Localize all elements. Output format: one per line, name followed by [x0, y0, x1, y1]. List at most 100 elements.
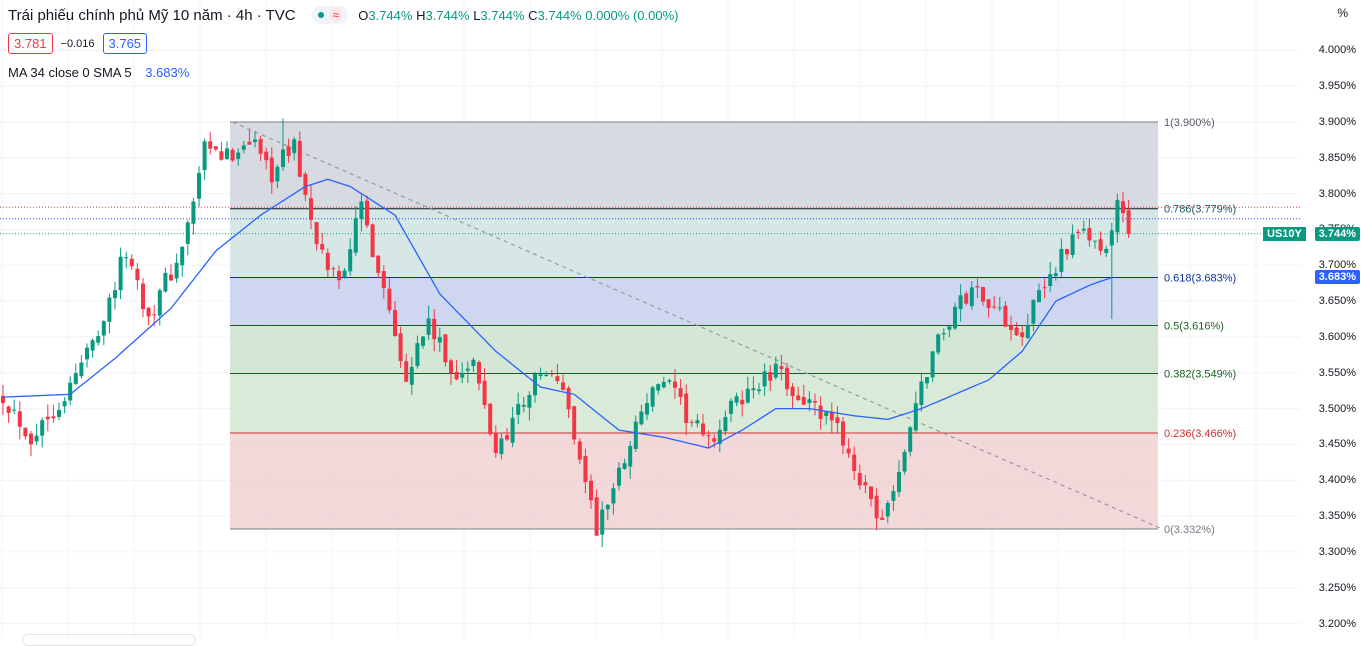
candle-body [208, 141, 213, 149]
candle [1048, 261, 1053, 292]
candle-body [314, 222, 319, 245]
spread-value: −0.016 [60, 37, 95, 50]
candle [101, 320, 106, 345]
candle [454, 359, 459, 381]
indicator-legend[interactable]: MA 34 close 0 SMA 5 3.683% [8, 65, 189, 80]
price-chart[interactable]: 1(3.900%) 0.786(3.779%) 0.618(3.683%) 0.5(3… [0, 0, 1300, 639]
candle [370, 223, 375, 258]
price-tick-label: 3.950% [1318, 80, 1356, 93]
candle-body [734, 396, 739, 403]
candle-body [253, 139, 257, 143]
fibonacci-retracement-zones [230, 122, 1158, 529]
candle-body [409, 366, 414, 385]
candle-body [96, 336, 101, 343]
candle [499, 432, 504, 460]
candle-body [611, 488, 616, 504]
candle-body [628, 445, 633, 467]
candle [253, 131, 257, 148]
trend-line[interactable] [232, 121, 1163, 530]
candle [975, 276, 980, 298]
candle [269, 147, 274, 194]
candle-body [398, 333, 403, 362]
candle [281, 118, 285, 172]
candle [729, 398, 733, 423]
candle-body [342, 270, 347, 278]
candle-body [1059, 248, 1064, 272]
candle-body [729, 400, 733, 414]
candle [925, 376, 929, 389]
candle-body [443, 334, 448, 363]
candle [1098, 231, 1103, 256]
indicator-value: 3.683% [145, 65, 190, 80]
candle [353, 206, 358, 256]
candle-body [146, 307, 151, 317]
candle [141, 277, 145, 318]
price-axis[interactable]: % 4.000%3.950%3.900%3.850%3.800%3.750%3.… [1300, 0, 1366, 639]
candle [331, 266, 336, 278]
candle [706, 430, 711, 448]
fib-level-label: 0(3.332%) [1164, 524, 1215, 536]
candle [673, 369, 677, 399]
candle-body [325, 252, 330, 271]
candle-body [269, 157, 274, 183]
candle-body [1042, 287, 1047, 289]
candle-body [678, 388, 683, 397]
market-status-pill[interactable]: ≈ [311, 6, 349, 24]
candle [913, 391, 918, 433]
candle-body [348, 249, 353, 272]
timeline-scroll-handle[interactable] [22, 634, 196, 646]
candle-body [605, 504, 610, 510]
candle-body [992, 306, 997, 308]
candle-body [219, 151, 224, 160]
candle-body [141, 283, 145, 310]
candle-body [370, 224, 375, 258]
candle [465, 361, 470, 383]
candle [549, 369, 554, 378]
candle-body [762, 371, 767, 387]
candle [225, 141, 229, 161]
candle-body [471, 359, 476, 366]
candle-body [555, 376, 560, 382]
fib-zone [230, 208, 1158, 278]
fib-level-label: 0.382(3.549%) [1164, 369, 1236, 381]
candle-body [645, 403, 649, 415]
chart-legend-header: Trái phiếu chính phủ Mỹ 10 năm · 4h · TV… [8, 6, 678, 24]
candle-body [757, 389, 761, 392]
last-price-tag: 3.744% [1314, 226, 1360, 241]
ohlc-open: 3.744% [368, 7, 413, 23]
candle-body [701, 423, 705, 435]
candle-body [841, 421, 845, 446]
symbol-title[interactable]: Trái phiếu chính phủ Mỹ 10 năm · 4h · TV… [8, 6, 296, 24]
candle-body [751, 388, 756, 391]
fib-zone [230, 277, 1158, 326]
candle-body [331, 268, 336, 270]
candle [1020, 325, 1025, 346]
candle-body [533, 373, 537, 396]
candle-body [213, 146, 218, 150]
candle-body [796, 395, 801, 400]
candle [1003, 301, 1008, 328]
candle-body [1115, 200, 1120, 233]
candle [801, 384, 806, 405]
sell-price-button[interactable]: 3.781 [8, 33, 53, 54]
candle-body [902, 451, 907, 472]
candle-body [45, 416, 50, 420]
candle [897, 460, 901, 498]
candle [1059, 238, 1064, 277]
candle [633, 415, 638, 452]
candle [667, 378, 672, 385]
candle [34, 423, 39, 446]
candle-body [157, 290, 162, 316]
buy-price-button[interactable]: 3.765 [102, 33, 148, 54]
candle-body [656, 384, 661, 391]
price-tick-label: 3.550% [1318, 366, 1356, 379]
ohlc-low: 3.744% [480, 7, 525, 23]
candle-body [258, 139, 263, 154]
candle-body [667, 380, 672, 382]
candle [449, 358, 453, 385]
candle-body [561, 382, 565, 390]
candle [701, 413, 705, 437]
candle-body [1098, 239, 1103, 251]
candle [981, 286, 985, 306]
candle [919, 373, 924, 412]
